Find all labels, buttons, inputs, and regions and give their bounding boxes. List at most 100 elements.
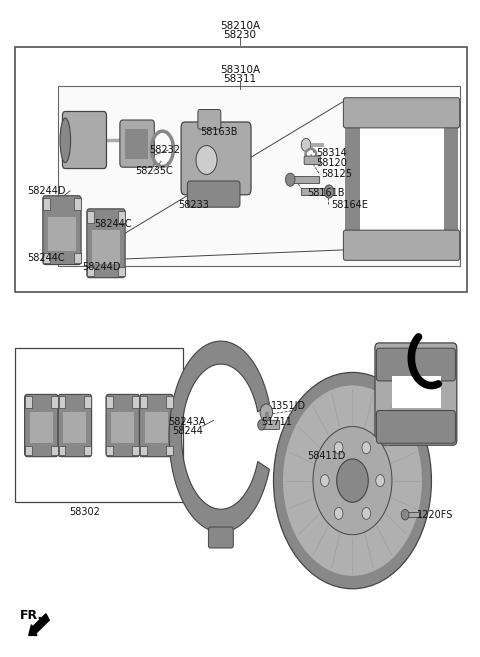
FancyBboxPatch shape [261, 420, 280, 430]
Text: 58244D: 58244D [82, 262, 120, 272]
Bar [301, 188, 329, 194]
Text: 58302: 58302 [69, 507, 100, 517]
Circle shape [260, 404, 273, 421]
Bar [107, 396, 113, 408]
Circle shape [301, 139, 311, 152]
Bar [265, 413, 269, 429]
Bar [87, 211, 94, 223]
Circle shape [286, 173, 295, 186]
Text: 51711: 51711 [262, 417, 292, 426]
Text: 58244C: 58244C [94, 219, 132, 229]
Bar [345, 99, 458, 258]
Circle shape [362, 507, 371, 519]
Bar [25, 445, 32, 455]
Bar [15, 47, 468, 292]
Bar [87, 267, 94, 276]
Text: FR.: FR. [20, 609, 43, 622]
Circle shape [401, 509, 409, 520]
Bar [84, 445, 91, 455]
Bar [107, 445, 113, 455]
Text: 1351JD: 1351JD [271, 401, 306, 411]
Bar [132, 396, 139, 408]
Bar [290, 176, 319, 183]
Text: 58161B: 58161B [307, 189, 345, 198]
Bar [92, 230, 120, 264]
Text: 58230: 58230 [224, 30, 256, 40]
Bar [58, 86, 460, 266]
FancyBboxPatch shape [304, 156, 321, 165]
FancyBboxPatch shape [376, 348, 456, 381]
Bar [25, 396, 32, 408]
Text: 58244: 58244 [172, 426, 203, 436]
Bar [15, 348, 182, 501]
Text: 58244D: 58244D [27, 186, 65, 196]
FancyBboxPatch shape [198, 110, 221, 129]
Bar [74, 198, 81, 210]
Bar [125, 129, 148, 160]
Bar [111, 412, 134, 443]
Circle shape [324, 185, 334, 198]
FancyBboxPatch shape [208, 527, 233, 548]
Bar [166, 396, 172, 408]
Bar [132, 445, 139, 455]
Bar [59, 445, 65, 455]
Circle shape [313, 426, 392, 535]
Ellipse shape [60, 118, 71, 163]
Circle shape [334, 507, 343, 519]
Bar [360, 117, 444, 233]
Bar [405, 512, 420, 517]
FancyBboxPatch shape [375, 343, 457, 445]
Bar [30, 412, 53, 443]
FancyBboxPatch shape [24, 394, 58, 457]
Text: 58243A: 58243A [168, 417, 206, 426]
Text: 58164E: 58164E [331, 200, 368, 210]
Bar [140, 445, 147, 455]
FancyBboxPatch shape [62, 112, 107, 169]
FancyBboxPatch shape [343, 230, 460, 260]
FancyBboxPatch shape [181, 122, 251, 194]
FancyBboxPatch shape [120, 120, 155, 168]
Circle shape [362, 442, 371, 454]
Circle shape [376, 474, 384, 487]
Circle shape [196, 146, 217, 174]
Bar [74, 254, 81, 263]
Bar [51, 445, 58, 455]
Text: 58310A: 58310A [220, 64, 260, 74]
Text: 58210A: 58210A [220, 20, 260, 31]
Circle shape [334, 442, 343, 454]
Text: 58411D: 58411D [307, 451, 345, 461]
Bar [63, 412, 86, 443]
Circle shape [336, 459, 368, 502]
Text: 58235C: 58235C [135, 166, 172, 176]
FancyBboxPatch shape [58, 394, 92, 457]
Bar [118, 211, 125, 223]
FancyArrow shape [29, 614, 49, 635]
Text: 58120: 58120 [317, 158, 348, 168]
Text: 58232: 58232 [149, 145, 180, 155]
Bar [51, 396, 58, 408]
Circle shape [274, 373, 432, 589]
FancyBboxPatch shape [43, 196, 81, 265]
Text: 58311: 58311 [223, 74, 257, 83]
Bar [140, 396, 147, 408]
Bar [311, 143, 324, 147]
Bar [48, 217, 76, 251]
Circle shape [321, 474, 329, 487]
FancyBboxPatch shape [87, 209, 125, 278]
Circle shape [258, 420, 265, 430]
Text: 58244C: 58244C [27, 253, 65, 263]
Bar [43, 198, 50, 210]
Text: 58125: 58125 [322, 169, 352, 179]
FancyBboxPatch shape [343, 98, 460, 128]
Bar [59, 396, 65, 408]
Bar [166, 445, 172, 455]
Circle shape [283, 386, 422, 576]
Text: 58314: 58314 [317, 148, 348, 158]
FancyBboxPatch shape [376, 411, 456, 443]
Text: 1220FS: 1220FS [417, 510, 454, 520]
FancyBboxPatch shape [187, 181, 240, 207]
Bar [84, 396, 91, 408]
Bar [43, 254, 50, 263]
Text: 58233: 58233 [178, 200, 209, 210]
Bar [145, 412, 168, 443]
